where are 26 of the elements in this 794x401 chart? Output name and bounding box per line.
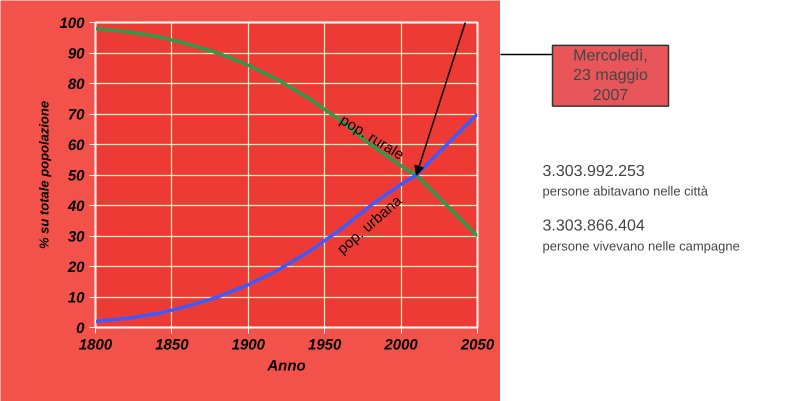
- y-tick-label: 0: [76, 320, 86, 337]
- y-tick-label: 60: [68, 137, 86, 154]
- y-tick-label: 70: [68, 106, 86, 124]
- y-tick-label: 100: [59, 15, 86, 32]
- x-tick-label: 2050: [460, 336, 495, 354]
- x-axis-title: Anno: [266, 358, 306, 374]
- x-tick-label: 1900: [232, 336, 266, 354]
- x-tick-label: 2000: [383, 336, 418, 354]
- y-tick-label: 30: [68, 228, 86, 246]
- y-axis-title: % su totale popolazione: [36, 100, 52, 250]
- text: persone vivevano nelle campagne: [542, 238, 740, 254]
- x-tick-label: 1850: [155, 336, 190, 354]
- y-tick-label: 50: [68, 168, 86, 184]
- y-tick-label: 10: [68, 290, 86, 306]
- line-series: [96, 112, 478, 324]
- text: Mercoledì, 23 maggio 2007: [573, 48, 648, 104]
- y-tick-label: 40: [66, 198, 86, 215]
- x-tick-label: 1950: [308, 336, 342, 354]
- text: 3.303.992.253: [542, 162, 645, 180]
- x-tick-label: 1800: [78, 336, 113, 354]
- y-tick-label: 20: [66, 259, 86, 276]
- y-tick-label: 90: [68, 46, 86, 62]
- y-tick-label: 80: [68, 76, 86, 93]
- text: persone abitavano nelle città: [542, 184, 709, 199]
- text: 3.303.866.404: [542, 218, 645, 235]
- text: pop. rurale: [336, 112, 407, 164]
